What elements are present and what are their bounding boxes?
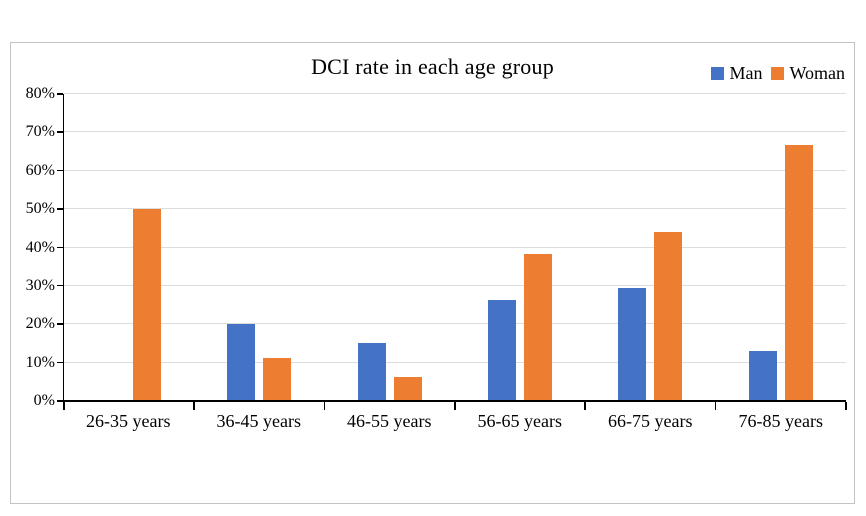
y-axis-labels: 0% 10% 20% 30% 40% 50% 60% 70% 80%: [11, 86, 55, 409]
y-tick-label: 70%: [25, 123, 55, 141]
x-category-label: 26-35 years: [86, 411, 171, 431]
gridline: [64, 208, 846, 210]
y-tick-mark: [56, 208, 63, 210]
x-tick-mark: [845, 402, 847, 410]
y-tick-mark: [56, 400, 63, 402]
legend-swatch-man: [711, 67, 725, 80]
y-tick-label: 0%: [33, 392, 55, 409]
y-tick-mark: [56, 323, 63, 325]
legend-item-woman: Woman: [771, 63, 845, 84]
bar-man-76-85-years: [748, 351, 777, 401]
bars-layer: [64, 94, 846, 401]
x-tick-mark: [323, 402, 326, 410]
y-tick-mark: [56, 361, 63, 364]
x-tick-mark: [193, 402, 195, 410]
y-tick-label: 30%: [25, 276, 55, 294]
gridline: [64, 323, 846, 325]
bar-man-66-75-years: [618, 288, 647, 401]
bar-man-36-45-years: [227, 324, 256, 401]
y-tick-label: 50%: [25, 200, 55, 218]
legend-item-man: Man: [711, 63, 762, 84]
gridline: [64, 361, 846, 363]
legend-label: Man: [729, 63, 763, 83]
bar-woman-66-75-years: [654, 231, 683, 401]
y-tick-label: 10%: [25, 353, 55, 371]
bar-group-26-35-years: [64, 94, 194, 401]
x-category-label: 36-45 years: [216, 411, 301, 431]
bar-group-56-65-years: [455, 94, 585, 401]
x-tick-mark: [584, 402, 586, 410]
chart-figure: DCI rate in each age group Man Woman 0% 10…: [10, 42, 855, 504]
gridline: [64, 284, 846, 286]
bar-woman-56-65-years: [524, 254, 553, 401]
gridline: [64, 93, 846, 94]
x-category-label: 56-65 years: [477, 411, 562, 431]
bar-group-36-45-years: [194, 94, 324, 401]
bar-woman-46-55-years: [393, 376, 422, 401]
x-category-label: 66-75 years: [608, 411, 693, 431]
bar-woman-36-45-years: [263, 358, 292, 401]
legend: Man Woman: [711, 63, 845, 84]
x-tick-mark: [454, 402, 456, 410]
gridline: [64, 246, 846, 248]
y-tick-mark: [56, 246, 63, 248]
x-axis-labels: 26-35 years 36-45 years 46-55 years 56-65 y…: [63, 411, 846, 432]
x-tick-mark: [714, 402, 717, 410]
plot-area: [56, 93, 847, 410]
y-tick-label: 40%: [25, 238, 55, 256]
bar-woman-76-85-years: [784, 145, 813, 401]
bar-man-56-65-years: [488, 300, 517, 401]
bar-woman-26-35-years: [133, 209, 162, 401]
y-tick-mark: [56, 169, 63, 172]
x-category-label: 76-85 years: [738, 411, 823, 431]
y-tick-mark: [56, 284, 63, 287]
y-tick-label: 20%: [25, 315, 55, 333]
x-axis-line: [62, 400, 846, 402]
bar-group-66-75-years: [585, 94, 715, 401]
y-tick-label: 80%: [25, 85, 55, 102]
bar-man-46-55-years: [357, 343, 386, 401]
chart-title: DCI rate in each age group: [311, 54, 554, 79]
legend-label: Woman: [789, 63, 845, 83]
x-tick-mark: [63, 402, 65, 410]
y-tick-mark: [56, 93, 63, 95]
bar-group-76-85-years: [716, 94, 846, 401]
x-category-label: 46-55 years: [347, 411, 432, 431]
y-tick-mark: [56, 131, 63, 133]
y-tick-label: 60%: [25, 161, 55, 179]
bar-group-46-55-years: [325, 94, 455, 401]
gridline: [64, 169, 846, 171]
gridline: [64, 131, 846, 133]
legend-swatch-woman: [771, 67, 785, 80]
